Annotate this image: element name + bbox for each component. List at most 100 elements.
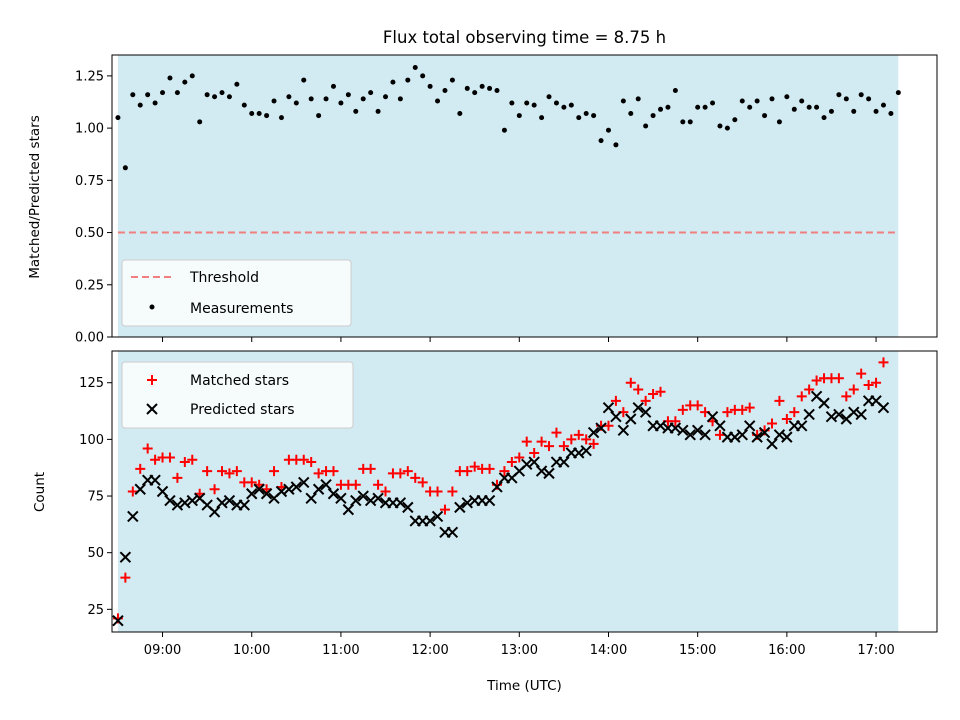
predicted-star-point [134, 483, 146, 495]
matched-star-marker [298, 454, 309, 465]
predicted-star-point [833, 408, 845, 421]
measurement-point [553, 100, 559, 106]
measurement-point [472, 90, 478, 96]
top-legend: Threshold Measurements [121, 259, 352, 327]
matched-star-marker [781, 413, 792, 424]
matched-star-point [581, 434, 592, 445]
measurement-point [568, 102, 574, 108]
predicted-star-point [119, 551, 132, 563]
measurement-point [895, 90, 901, 96]
matched-star-marker [373, 479, 384, 490]
matched-star-marker [714, 429, 725, 440]
predicted-star-point [528, 456, 540, 468]
matched-star-marker [581, 434, 592, 445]
matched-star-point [796, 391, 807, 402]
y-tick-label: 75 [87, 490, 104, 505]
matched-star-marker [774, 395, 785, 406]
matched-star-point [744, 402, 755, 413]
measurement-point [501, 127, 507, 133]
measurement-point [219, 90, 225, 96]
matched-star-point [150, 454, 161, 465]
matched-star-point [551, 427, 562, 438]
matched-star-point [514, 452, 525, 463]
bottom-legend-box [121, 361, 354, 429]
measurement-point [717, 123, 723, 129]
legend-matched-label: Matched stars [190, 373, 289, 389]
x-tick-label: 11:00 [322, 643, 359, 658]
matched-star-marker [655, 386, 666, 397]
matched-star-marker [603, 420, 614, 431]
matched-star-marker [878, 357, 889, 368]
matched-star-point [373, 479, 384, 490]
measurement-point [650, 113, 656, 119]
predicted-star-point [431, 510, 444, 523]
y-tick-label: 0.50 [75, 226, 104, 241]
predicted-star-point [305, 492, 317, 505]
matched-star-point [566, 434, 577, 445]
measurement-point [212, 94, 218, 100]
matched-star-marker [833, 373, 844, 384]
matched-star-point [439, 504, 450, 515]
predicted-star-point [654, 420, 667, 432]
predicted-star-point [164, 494, 176, 507]
legend-matched-swatch [147, 375, 157, 385]
measurement-point [695, 104, 701, 110]
matched-star-point [187, 454, 198, 465]
matched-star-marker [529, 447, 540, 458]
matched-star-marker [306, 457, 317, 468]
predicted-star-point [691, 424, 704, 437]
matched-star-point [655, 386, 666, 397]
measurement-point [330, 83, 336, 89]
y-tick-label: 1.00 [75, 122, 104, 137]
matched-star-point [142, 443, 153, 454]
top-axes-frame [111, 54, 938, 338]
predicted-star-point [625, 413, 637, 425]
matched-star-point [127, 486, 138, 497]
matched-star-marker [313, 468, 324, 479]
predicted-star-point [223, 494, 236, 507]
matched-star-marker [269, 466, 280, 477]
x-axis-label: Time (UTC) [486, 678, 562, 694]
predicted-star-point [461, 497, 473, 509]
predicted-star-point [424, 515, 436, 527]
measurement-point [524, 100, 530, 106]
measurement-point [724, 125, 730, 131]
measurement-point [182, 79, 188, 85]
bottom-axes-frame [111, 350, 938, 633]
matched-star-marker [544, 441, 555, 452]
matched-star-point [625, 377, 636, 388]
measurement-point [420, 73, 426, 79]
matched-star-marker [380, 486, 391, 497]
ratio-panel: 0.00 0.25 0.50 0.75 1.00 1.25 Threshold Measure… [75, 54, 938, 346]
matched-star-marker [365, 463, 376, 474]
measurement-point [702, 104, 708, 110]
measurement-point [345, 92, 351, 98]
predicted-star-point [639, 406, 652, 418]
predicted-star-point [796, 420, 808, 432]
measurement-point [799, 98, 805, 104]
y-tick-label: 0.75 [75, 174, 104, 189]
predicted-star-point [751, 431, 763, 443]
matched-star-marker [150, 454, 161, 465]
measurement-point [442, 88, 448, 94]
predicted-star-point [743, 420, 756, 432]
matched-star-marker [566, 434, 577, 445]
matched-star-point [380, 486, 391, 497]
predicted-star-point [855, 408, 867, 421]
measurement-point [762, 113, 768, 119]
predicted-star-point [632, 401, 644, 414]
measurement-point [390, 79, 396, 85]
measurement-point [316, 113, 322, 119]
predicted-star-point [275, 485, 288, 498]
measurement-point [405, 77, 411, 83]
matched-star-point [202, 466, 213, 477]
matched-star-marker [447, 486, 458, 497]
matched-star-point [789, 407, 800, 418]
predicted-star-point [521, 458, 533, 471]
matched-star-marker [246, 477, 257, 488]
measurement-point [226, 94, 232, 100]
measurement-point [122, 165, 128, 171]
matched-star-point [135, 463, 146, 474]
predicted-star-point [342, 503, 355, 516]
measurement-point [880, 102, 886, 108]
